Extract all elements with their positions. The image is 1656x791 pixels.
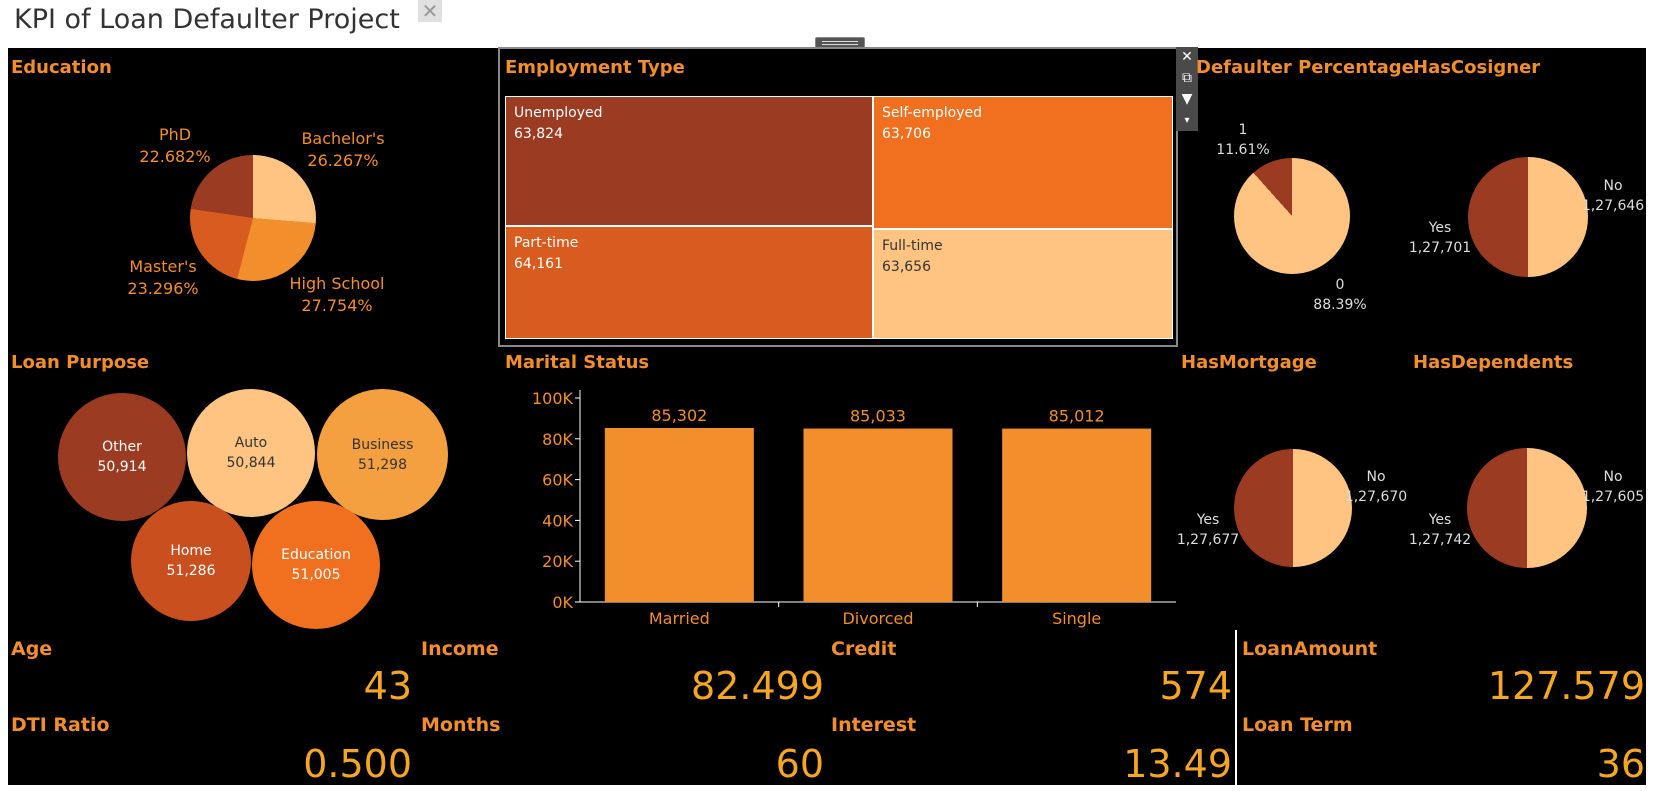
defaulter-label-0: 0 88.39% bbox=[1313, 277, 1367, 313]
popout-icon[interactable]: ⧉ bbox=[1182, 70, 1192, 86]
marital-title: Marital Status bbox=[505, 352, 650, 373]
education-pie[interactable] bbox=[190, 155, 316, 281]
close-icon[interactable]: ✕ bbox=[1181, 49, 1193, 65]
filter-icon[interactable]: ▼ bbox=[1181, 91, 1193, 107]
defaulter-title: Defaulter Percentage bbox=[1196, 57, 1414, 78]
x-tick-label: Divorced bbox=[842, 609, 913, 628]
x-tick-label: Married bbox=[649, 609, 710, 628]
kpi-loanamount-value: 127.579 bbox=[1487, 664, 1645, 708]
kpi-age-label: Age bbox=[11, 638, 53, 660]
kpi-age-value: 43 bbox=[363, 664, 412, 708]
treemap-cell-unemployed[interactable]: Unemployed 63,824 bbox=[505, 96, 873, 226]
dependents-pie[interactable] bbox=[1467, 448, 1587, 568]
kpi-loanterm-label: Loan Term bbox=[1242, 714, 1353, 736]
bottom-edge bbox=[0, 785, 1656, 791]
cosigner-pie[interactable] bbox=[1468, 157, 1588, 277]
kpi-income-label: Income bbox=[421, 638, 499, 660]
y-tick-label: 100K bbox=[532, 389, 574, 408]
loan-purpose-title: Loan Purpose bbox=[11, 352, 150, 373]
education-label-phd: PhD 22.682% bbox=[139, 125, 211, 166]
education-label-masters: Master's 23.296% bbox=[127, 257, 199, 298]
mortgage-label-no: No 1,27,670 bbox=[1344, 469, 1408, 505]
bubble-home[interactable]: Home 51,286 bbox=[131, 501, 251, 621]
dependents-title: HasDependents bbox=[1413, 352, 1574, 373]
employment-title: Employment Type bbox=[505, 57, 685, 78]
kpi-interest-label: Interest bbox=[831, 714, 917, 736]
y-tick-label: 80K bbox=[542, 430, 573, 449]
dependents-label-yes: Yes 1,27,742 bbox=[1408, 512, 1472, 548]
education-label-highschool: High School 27.754% bbox=[289, 274, 385, 315]
mortgage-label-yes: Yes 1,27,677 bbox=[1176, 512, 1240, 548]
kpi-loanterm-value: 36 bbox=[1596, 742, 1645, 786]
treemap-cell-self-employed[interactable]: Self-employed 63,706 bbox=[873, 96, 1173, 229]
defaulter-label-1: 1 11.61% bbox=[1216, 122, 1270, 158]
bubble-education[interactable]: Education 51,005 bbox=[252, 501, 380, 629]
bar-value-label: 85,012 bbox=[1049, 407, 1105, 426]
dependents-label-no: No 1,27,605 bbox=[1581, 469, 1645, 505]
kpi-credit-value: 574 bbox=[1159, 664, 1232, 708]
y-tick-label: 20K bbox=[542, 552, 573, 571]
mortgage-pie[interactable] bbox=[1234, 449, 1352, 567]
bubble-auto[interactable]: Auto 50,844 bbox=[187, 389, 315, 517]
bar-single[interactable] bbox=[1002, 428, 1152, 602]
kpi-months-value: 60 bbox=[775, 742, 824, 786]
bubble-other[interactable]: Other 50,914 bbox=[58, 393, 186, 521]
kpi-income-value: 82.499 bbox=[691, 664, 824, 708]
bar-married[interactable] bbox=[604, 427, 754, 602]
bar-divorced[interactable] bbox=[803, 428, 953, 602]
kpi-months-label: Months bbox=[421, 714, 501, 736]
cosigner-label-yes: Yes 1,27,701 bbox=[1408, 220, 1472, 256]
education-title: Education bbox=[11, 57, 112, 78]
cosigner-title: HasCosigner bbox=[1413, 57, 1541, 78]
kpi-dti-label: DTI Ratio bbox=[11, 714, 110, 736]
bar-value-label: 85,302 bbox=[651, 406, 707, 425]
y-tick-label: 40K bbox=[542, 511, 573, 530]
kpi-loanamount-label: LoanAmount bbox=[1242, 638, 1378, 660]
panel-toolbar: ✕ ⧉ ▼ ▾ bbox=[1176, 47, 1198, 131]
y-tick-label: 60K bbox=[542, 471, 573, 490]
defaulter-pie[interactable] bbox=[1234, 158, 1350, 274]
education-label-bachelors: Bachelor's 26.267% bbox=[301, 129, 385, 170]
marital-status-chart: 0K 20K 40K 60K 80K 100K 85,302 Married 85,033 Div… bbox=[532, 389, 1176, 628]
title-close-icon[interactable]: ✕ bbox=[418, 0, 442, 22]
dropdown-icon[interactable]: ▾ bbox=[1184, 115, 1190, 126]
kpi-dti-value: 0.500 bbox=[303, 742, 412, 786]
kpi-divider bbox=[1235, 630, 1237, 785]
dashboard-title: KPI of Loan Defaulter Project bbox=[14, 4, 400, 35]
kpi-credit-label: Credit bbox=[831, 638, 897, 660]
kpi-interest-value: 13.49 bbox=[1123, 742, 1232, 786]
bubble-business[interactable]: Business 51,298 bbox=[317, 389, 448, 520]
x-tick-label: Single bbox=[1052, 609, 1101, 628]
treemap-cell-full-time[interactable]: Full-time 63,656 bbox=[873, 229, 1173, 339]
treemap-cell-part-time[interactable]: Part-time 64,161 bbox=[505, 226, 873, 339]
y-tick-label: 0K bbox=[552, 593, 573, 612]
cosigner-label-no: No 1,27,646 bbox=[1581, 178, 1645, 214]
mortgage-title: HasMortgage bbox=[1181, 352, 1317, 373]
bar-value-label: 85,033 bbox=[850, 407, 906, 426]
